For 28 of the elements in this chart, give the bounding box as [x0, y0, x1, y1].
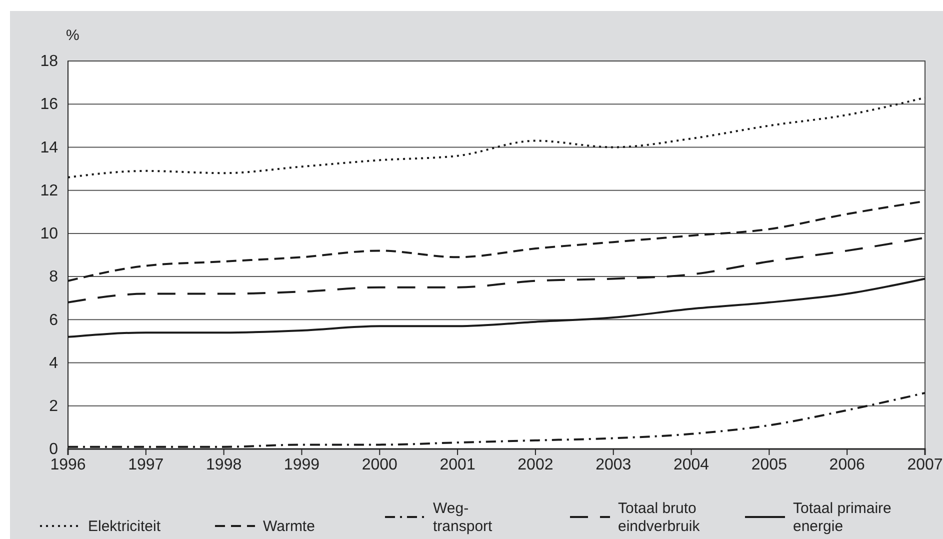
x-tick-label: 2001 [440, 456, 476, 474]
legend-label: Weg- transport [433, 500, 494, 535]
y-axis-title: % [66, 27, 80, 44]
y-tick-label: 10 [40, 226, 58, 243]
y-tick-label: 0 [49, 441, 58, 458]
x-tick-label: 1997 [128, 456, 164, 474]
y-tick-label: 4 [49, 354, 58, 372]
x-tick-label: 2002 [518, 456, 554, 474]
y-tick-label: 6 [49, 312, 58, 329]
x-tick-label: 2006 [829, 456, 865, 474]
x-tick-label: 1998 [206, 456, 242, 474]
y-tick-label: 18 [40, 53, 58, 70]
legend-label: Totaal primaire energie [793, 500, 892, 535]
x-tick-label: 1999 [284, 456, 320, 474]
x-tick-label: 2003 [596, 456, 632, 474]
x-tick-label: 2004 [673, 456, 710, 474]
legend-label: Warmte [263, 518, 315, 535]
x-tick-label: 2005 [751, 456, 788, 474]
y-tick-label: 16 [40, 96, 58, 114]
y-tick-label: 14 [40, 139, 58, 156]
legend-label: Elektriciteit [88, 518, 162, 535]
y-tick-label: 8 [49, 268, 58, 286]
legend-label: Totaal bruto eindverbruik [618, 500, 700, 535]
y-tick-label: 2 [49, 398, 58, 416]
x-tick-label: 1996 [50, 456, 86, 474]
y-tick-label: 12 [40, 182, 58, 200]
x-tick-label: 2000 [362, 456, 398, 474]
x-tick-label: 2007 [907, 456, 943, 474]
